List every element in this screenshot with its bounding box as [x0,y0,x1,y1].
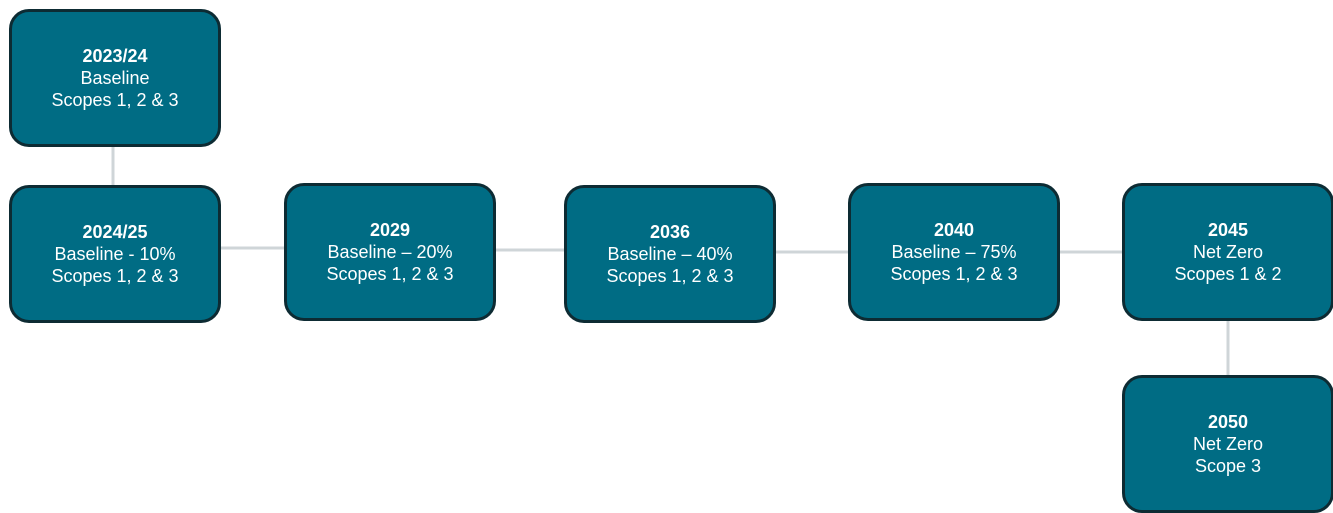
milestone-year: 2024/25 [82,222,148,242]
milestone-scope: Scopes 1, 2 & 3 [326,264,454,284]
milestone-year: 2040 [933,220,975,240]
milestone-2050: 2050 Net Zero Scope 3 [1122,375,1333,513]
milestone-year: 2023/24 [82,46,148,66]
milestone-2024-25: 2024/25 Baseline - 10% Scopes 1, 2 & 3 [9,185,221,323]
milestone-scope: Scopes 1, 2 & 3 [51,90,179,110]
milestone-year: 2045 [1207,220,1249,240]
milestone-2040: 2040 Baseline – 75% Scopes 1, 2 & 3 [848,183,1060,321]
milestone-target: Baseline – 20% [327,242,453,262]
milestone-scope: Scope 3 [1194,456,1262,476]
milestone-target: Baseline – 40% [607,244,733,264]
milestone-scope: Scopes 1, 2 & 3 [606,266,734,286]
milestone-year: 2050 [1207,412,1249,432]
milestone-target: Baseline [80,68,150,88]
milestone-2023-24: 2023/24 Baseline Scopes 1, 2 & 3 [9,9,221,147]
milestone-target: Net Zero [1192,242,1264,262]
milestone-2036: 2036 Baseline – 40% Scopes 1, 2 & 3 [564,185,776,323]
milestone-year: 2029 [369,220,411,240]
milestone-scope: Scopes 1 & 2 [1174,264,1282,284]
milestone-target: Baseline - 10% [54,244,176,264]
milestone-scope: Scopes 1, 2 & 3 [51,266,179,286]
milestone-year: 2036 [649,222,691,242]
milestone-2029: 2029 Baseline – 20% Scopes 1, 2 & 3 [284,183,496,321]
milestone-target: Net Zero [1192,434,1264,454]
milestone-scope: Scopes 1, 2 & 3 [890,264,1018,284]
milestone-target: Baseline – 75% [891,242,1017,262]
milestone-2045: 2045 Net Zero Scopes 1 & 2 [1122,183,1333,321]
